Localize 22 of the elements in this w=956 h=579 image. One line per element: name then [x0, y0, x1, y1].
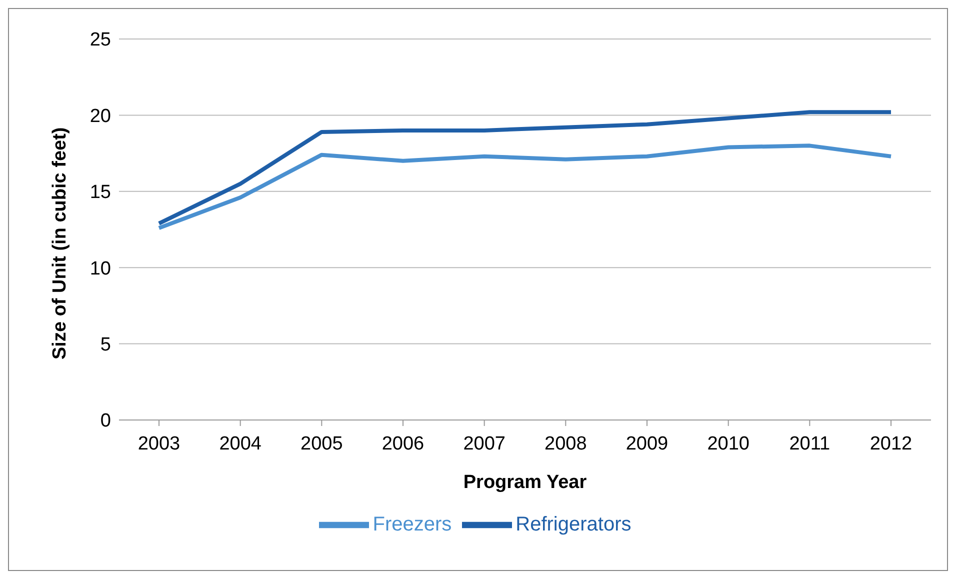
- x-tick-label: 2006: [382, 433, 424, 454]
- x-tick-label: 2009: [626, 433, 668, 454]
- x-tick-label: 2010: [707, 433, 750, 454]
- x-tick-label: 2004: [219, 433, 262, 454]
- line-series: [157, 110, 893, 226]
- x-tick-label: 2008: [544, 433, 587, 454]
- x-axis-title: Program Year: [463, 472, 588, 493]
- legend-label: Refrigerators: [516, 513, 632, 536]
- legend-label: Freezers: [372, 513, 452, 536]
- x-tick-label: 2005: [300, 433, 343, 454]
- x-tick-label: 2003: [138, 433, 180, 454]
- y-tick-label: 20: [90, 106, 111, 127]
- line-series: [157, 144, 893, 230]
- y-tick-label: 5: [100, 334, 111, 356]
- x-tick-label: 2011: [789, 433, 830, 454]
- x-tick-label: 2007: [463, 433, 506, 454]
- y-tick-label: 15: [90, 182, 111, 204]
- y-tick-label: 10: [90, 258, 111, 280]
- y-tick-label: 25: [90, 30, 111, 51]
- x-tick-label: 2012: [870, 433, 912, 454]
- y-tick-label: 0: [100, 410, 111, 432]
- y-axis-title: Size of Unit (in cubic feet): [50, 127, 71, 360]
